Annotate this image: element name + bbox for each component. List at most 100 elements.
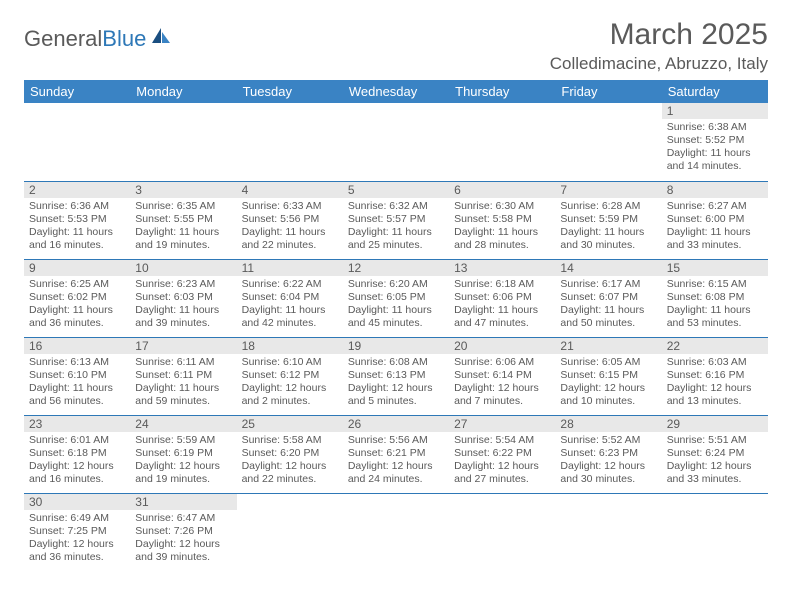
day-details: Sunrise: 6:33 AMSunset: 5:56 PMDaylight:… [237,198,343,257]
sunset-text: Sunset: 6:08 PM [667,291,763,304]
calendar-cell: 15Sunrise: 6:15 AMSunset: 6:08 PMDayligh… [662,259,768,337]
day-number: 3 [130,182,236,198]
daylight-text: Daylight: 12 hours and 19 minutes. [135,460,231,486]
calendar-cell: 28Sunrise: 5:52 AMSunset: 6:23 PMDayligh… [555,415,661,493]
day-number: 12 [343,260,449,276]
day-number: 22 [662,338,768,354]
logo-text-1: General [24,26,102,52]
logo: GeneralBlue [24,18,172,52]
day-number: 15 [662,260,768,276]
day-number: 27 [449,416,555,432]
sunset-text: Sunset: 6:11 PM [135,369,231,382]
day-details: Sunrise: 5:58 AMSunset: 6:20 PMDaylight:… [237,432,343,491]
calendar-cell: 6Sunrise: 6:30 AMSunset: 5:58 PMDaylight… [449,181,555,259]
sunset-text: Sunset: 6:13 PM [348,369,444,382]
location-text: Colledimacine, Abruzzo, Italy [550,54,768,74]
day-number: 7 [555,182,661,198]
sunset-text: Sunset: 6:02 PM [29,291,125,304]
day-number: 13 [449,260,555,276]
calendar-cell: 19Sunrise: 6:08 AMSunset: 6:13 PMDayligh… [343,337,449,415]
calendar-cell: 17Sunrise: 6:11 AMSunset: 6:11 PMDayligh… [130,337,236,415]
sunset-text: Sunset: 7:25 PM [29,525,125,538]
header: GeneralBlue March 2025 Colledimacine, Ab… [24,18,768,74]
daylight-text: Daylight: 12 hours and 10 minutes. [560,382,656,408]
calendar-cell: 13Sunrise: 6:18 AMSunset: 6:06 PMDayligh… [449,259,555,337]
calendar-cell: 1Sunrise: 6:38 AMSunset: 5:52 PMDaylight… [662,103,768,181]
day-details: Sunrise: 6:01 AMSunset: 6:18 PMDaylight:… [24,432,130,491]
daylight-text: Daylight: 11 hours and 36 minutes. [29,304,125,330]
daylight-text: Daylight: 12 hours and 2 minutes. [242,382,338,408]
sunrise-text: Sunrise: 5:51 AM [667,434,763,447]
calendar-cell: 5Sunrise: 6:32 AMSunset: 5:57 PMDaylight… [343,181,449,259]
sunset-text: Sunset: 6:22 PM [454,447,550,460]
daylight-text: Daylight: 11 hours and 28 minutes. [454,226,550,252]
sunset-text: Sunset: 6:14 PM [454,369,550,382]
day-details: Sunrise: 6:15 AMSunset: 6:08 PMDaylight:… [662,276,768,335]
weekday-header: Friday [555,80,661,103]
calendar-cell: 22Sunrise: 6:03 AMSunset: 6:16 PMDayligh… [662,337,768,415]
day-number: 28 [555,416,661,432]
sunrise-text: Sunrise: 6:18 AM [454,278,550,291]
day-details: Sunrise: 6:17 AMSunset: 6:07 PMDaylight:… [555,276,661,335]
day-details: Sunrise: 5:52 AMSunset: 6:23 PMDaylight:… [555,432,661,491]
calendar-cell: 12Sunrise: 6:20 AMSunset: 6:05 PMDayligh… [343,259,449,337]
day-details: Sunrise: 6:47 AMSunset: 7:26 PMDaylight:… [130,510,236,569]
sunrise-text: Sunrise: 6:32 AM [348,200,444,213]
day-details: Sunrise: 6:38 AMSunset: 5:52 PMDaylight:… [662,119,768,178]
sunrise-text: Sunrise: 6:06 AM [454,356,550,369]
sunset-text: Sunset: 6:21 PM [348,447,444,460]
sunset-text: Sunset: 6:06 PM [454,291,550,304]
day-number: 26 [343,416,449,432]
day-details: Sunrise: 6:22 AMSunset: 6:04 PMDaylight:… [237,276,343,335]
sunrise-text: Sunrise: 5:56 AM [348,434,444,447]
calendar-cell: 8Sunrise: 6:27 AMSunset: 6:00 PMDaylight… [662,181,768,259]
sunrise-text: Sunrise: 6:01 AM [29,434,125,447]
day-details: Sunrise: 5:51 AMSunset: 6:24 PMDaylight:… [662,432,768,491]
day-details: Sunrise: 6:35 AMSunset: 5:55 PMDaylight:… [130,198,236,257]
day-details: Sunrise: 6:30 AMSunset: 5:58 PMDaylight:… [449,198,555,257]
day-details: Sunrise: 6:06 AMSunset: 6:14 PMDaylight:… [449,354,555,413]
sunset-text: Sunset: 6:24 PM [667,447,763,460]
day-details: Sunrise: 6:25 AMSunset: 6:02 PMDaylight:… [24,276,130,335]
sunrise-text: Sunrise: 5:59 AM [135,434,231,447]
daylight-text: Daylight: 11 hours and 30 minutes. [560,226,656,252]
daylight-text: Daylight: 11 hours and 25 minutes. [348,226,444,252]
calendar-cell: 31Sunrise: 6:47 AMSunset: 7:26 PMDayligh… [130,493,236,571]
day-details: Sunrise: 6:13 AMSunset: 6:10 PMDaylight:… [24,354,130,413]
daylight-text: Daylight: 11 hours and 14 minutes. [667,147,763,173]
day-details: Sunrise: 6:36 AMSunset: 5:53 PMDaylight:… [24,198,130,257]
weekday-header: Monday [130,80,236,103]
calendar-week-row: 9Sunrise: 6:25 AMSunset: 6:02 PMDaylight… [24,259,768,337]
daylight-text: Daylight: 11 hours and 50 minutes. [560,304,656,330]
calendar-cell: 7Sunrise: 6:28 AMSunset: 5:59 PMDaylight… [555,181,661,259]
calendar-cell [555,103,661,181]
day-number: 17 [130,338,236,354]
calendar-table: SundayMondayTuesdayWednesdayThursdayFrid… [24,80,768,571]
calendar-cell [449,103,555,181]
day-number: 20 [449,338,555,354]
day-number: 4 [237,182,343,198]
sunrise-text: Sunrise: 6:47 AM [135,512,231,525]
sunrise-text: Sunrise: 6:08 AM [348,356,444,369]
calendar-cell [237,493,343,571]
day-number: 2 [24,182,130,198]
daylight-text: Daylight: 12 hours and 24 minutes. [348,460,444,486]
calendar-cell: 29Sunrise: 5:51 AMSunset: 6:24 PMDayligh… [662,415,768,493]
sunrise-text: Sunrise: 6:03 AM [667,356,763,369]
day-number: 16 [24,338,130,354]
calendar-cell [237,103,343,181]
sunset-text: Sunset: 6:10 PM [29,369,125,382]
day-number: 23 [24,416,130,432]
calendar-cell: 30Sunrise: 6:49 AMSunset: 7:25 PMDayligh… [24,493,130,571]
day-details: Sunrise: 6:03 AMSunset: 6:16 PMDaylight:… [662,354,768,413]
calendar-cell [555,493,661,571]
sunrise-text: Sunrise: 5:58 AM [242,434,338,447]
weekday-header: Wednesday [343,80,449,103]
weekday-header-row: SundayMondayTuesdayWednesdayThursdayFrid… [24,80,768,103]
sunset-text: Sunset: 6:04 PM [242,291,338,304]
day-number: 14 [555,260,661,276]
weekday-header: Saturday [662,80,768,103]
sunrise-text: Sunrise: 6:20 AM [348,278,444,291]
day-details: Sunrise: 5:56 AMSunset: 6:21 PMDaylight:… [343,432,449,491]
sunset-text: Sunset: 5:52 PM [667,134,763,147]
